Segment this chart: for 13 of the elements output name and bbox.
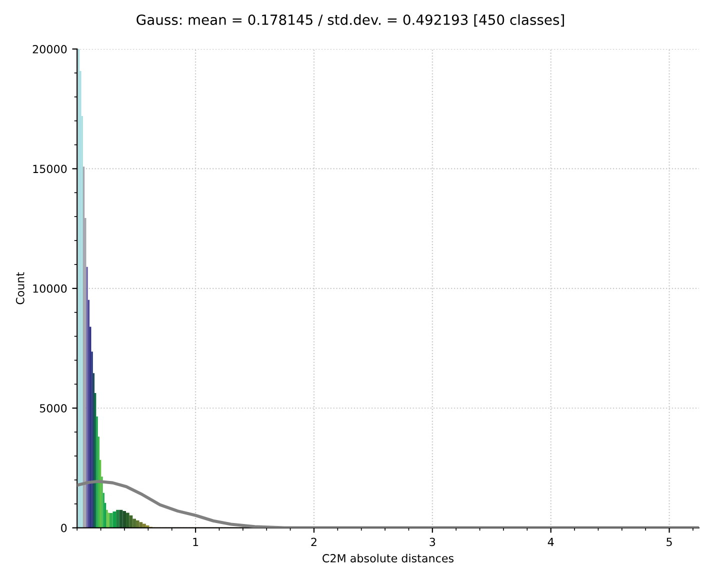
chart-title: Gauss: mean = 0.178145 / std.dev. = 0.492193 [450 classes]: [136, 14, 564, 27]
x-tick-label: 1: [193, 538, 198, 546]
y-tick-label: 0: [61, 524, 67, 532]
y-tick-label: 15000: [33, 164, 67, 174]
x-tick-label: 2: [311, 538, 316, 546]
y-tick-label: 5000: [40, 404, 67, 412]
x-tick-label: 5: [666, 538, 672, 546]
x-axis-title: C2M absolute distances: [322, 554, 454, 562]
x-tick-label: 3: [430, 538, 436, 546]
x-tick-label: 4: [548, 538, 554, 546]
y-axis-title: Count: [16, 272, 24, 304]
y-tick-label: 20000: [32, 44, 67, 54]
y-tick-label: 10000: [33, 284, 67, 293]
